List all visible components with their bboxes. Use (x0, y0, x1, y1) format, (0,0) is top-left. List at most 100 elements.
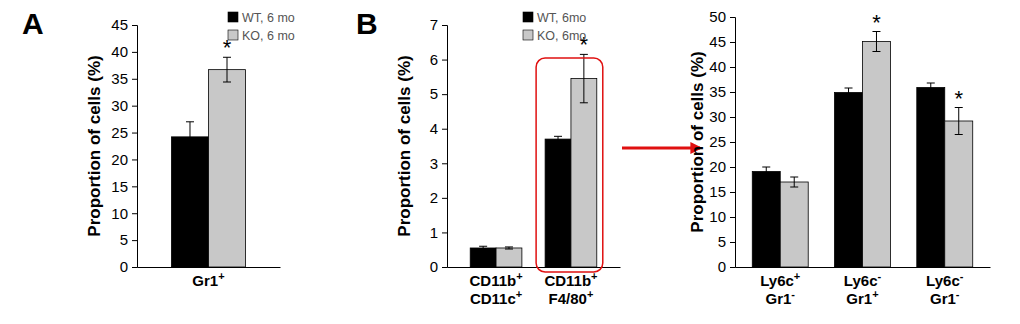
tick-label: 45 (111, 16, 128, 33)
tick-label: 25 (709, 133, 726, 150)
category-tick: CD11b+F4/80+ (544, 267, 597, 307)
axis-line (730, 18, 736, 268)
error-cap (845, 97, 853, 98)
axis-line (132, 26, 138, 268)
tick-label: 5 (120, 231, 128, 248)
axis-line (736, 267, 991, 268)
tick: 3 (430, 155, 447, 172)
error-cap (186, 151, 194, 152)
error-bar (762, 167, 770, 176)
bar (863, 42, 891, 268)
tick: 6 (430, 51, 447, 68)
tick-label: 40 (111, 43, 128, 60)
tick: 35 (111, 70, 137, 87)
y-axis: 01234567 (430, 16, 448, 275)
tick-mark (730, 67, 735, 68)
tick-mark (132, 213, 137, 214)
tick-label: 50 (709, 8, 726, 25)
bar (545, 139, 571, 267)
tick-mark (730, 192, 735, 193)
error-cap (845, 88, 853, 89)
error-cap (186, 121, 194, 122)
tick-label: 25 (111, 124, 128, 141)
plot-area (752, 32, 972, 268)
error-line (958, 108, 959, 135)
tick: 35 (709, 83, 735, 100)
panel: *01234567CD11b+CD11c+CD11b+F4/80+Proport… (356, 7, 700, 307)
tick: 0 (120, 258, 137, 275)
category-label: Ly6c-Gr1- (926, 270, 964, 307)
tick: 0 (430, 258, 447, 275)
tick: 5 (718, 233, 735, 250)
tick-label: 20 (111, 151, 128, 168)
plot-area (470, 54, 597, 267)
error-line (930, 83, 931, 92)
error-line (189, 122, 190, 152)
y-axis-title: Proportion of cells (%) (395, 55, 414, 236)
bar (496, 248, 522, 267)
error-bar (580, 54, 588, 102)
tick-mark (442, 163, 447, 164)
tick-label: 5 (430, 85, 438, 102)
tick-label: 15 (709, 183, 726, 200)
tick-mark (730, 217, 735, 218)
error-bar (223, 57, 231, 82)
bar (780, 182, 808, 267)
bar (835, 93, 863, 268)
tick-label: 35 (111, 70, 128, 87)
legend: WT, 6 moKO, 6 mo (228, 11, 295, 43)
tick-mark (730, 167, 735, 168)
error-bar (927, 83, 935, 92)
tick: 20 (111, 151, 137, 168)
error-cap (505, 246, 513, 247)
tick: 50 (709, 8, 735, 25)
tick: 25 (111, 124, 137, 141)
error-line (766, 167, 767, 176)
legend: WT, 6moKO, 6mo (523, 11, 586, 43)
x-axis: CD11b+CD11c+CD11b+F4/80+ (448, 267, 621, 307)
tick-label: 10 (111, 205, 128, 222)
bar (571, 79, 597, 267)
bar (945, 121, 973, 267)
category-tick: Ly6c-Gr1- (926, 267, 964, 307)
plot-area (171, 57, 245, 267)
tick-mark (730, 17, 735, 18)
tick-mark (132, 79, 137, 80)
tick: 1 (430, 224, 447, 241)
error-line (483, 246, 484, 249)
bar (752, 172, 780, 268)
category-tick: Ly6c+Gr1- (760, 267, 800, 307)
tick-mark (132, 159, 137, 160)
x-axis: Gr1+ (138, 267, 281, 289)
error-line (558, 136, 559, 142)
y-axis-title: Proportion of cells (%) (688, 51, 707, 232)
tick-mark (132, 106, 137, 107)
tick-mark (442, 267, 447, 268)
tick: 40 (709, 58, 735, 75)
error-bar (554, 136, 562, 142)
error-cap (790, 177, 798, 178)
error-bar (955, 108, 963, 135)
tick-mark (730, 267, 735, 268)
error-cap (479, 249, 487, 250)
tick-label: 3 (430, 155, 438, 172)
tick: 15 (111, 178, 137, 195)
tick-mark (442, 129, 447, 130)
legend-swatch (523, 12, 533, 22)
tick: 30 (111, 97, 137, 114)
x-axis: Ly6c+Gr1-Ly6c-Gr1+Ly6c-Gr1- (736, 267, 991, 307)
error-cap (927, 92, 935, 93)
error-bar (790, 177, 798, 187)
error-cap (872, 51, 880, 52)
tick-label: 5 (718, 233, 726, 250)
error-bar (845, 88, 853, 97)
legend-label: WT, 6 mo (242, 11, 295, 25)
tick: 25 (709, 133, 735, 150)
tick-mark (132, 240, 137, 241)
legend-label: WT, 6mo (537, 11, 586, 25)
error-line (583, 54, 584, 102)
highlight-box (536, 58, 603, 272)
significance-mark: * (872, 10, 881, 35)
tick-mark (730, 92, 735, 93)
error-cap (927, 83, 935, 84)
